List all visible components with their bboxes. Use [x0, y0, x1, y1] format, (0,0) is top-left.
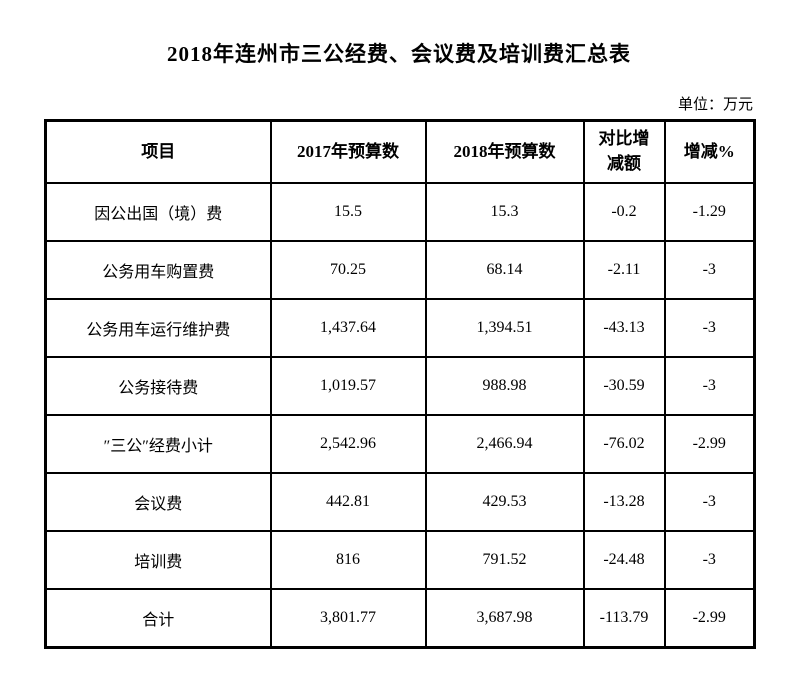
diff-pct-cell: -3	[663, 240, 756, 300]
item-cell: 培训费	[44, 530, 272, 590]
diff-amount-cell: -13.28	[582, 472, 666, 532]
table-row: 合计 3,801.77 3,687.98 -113.79 -2.99	[44, 588, 756, 649]
item-cell: 公务接待费	[44, 356, 272, 416]
diff-amount-cell: -0.2	[582, 182, 666, 242]
column-header-diff-pct: 增减%	[663, 119, 756, 184]
diff-pct-cell: -3	[663, 530, 756, 590]
diff-pct-cell: -2.99	[663, 414, 756, 474]
budget-2017-cell: 15.5	[269, 182, 427, 242]
budget-2017-cell: 442.81	[269, 472, 427, 532]
column-header-diff-amount: 对比增减额	[582, 119, 666, 184]
column-header-budget-2018: 2018年预算数	[424, 119, 585, 184]
budget-2018-cell: 988.98	[424, 356, 585, 416]
diff-amount-cell: -113.79	[582, 588, 666, 649]
table-row: ″三公″经费小计 2,542.96 2,466.94 -76.02 -2.99	[44, 414, 756, 474]
budget-2018-cell: 791.52	[424, 530, 585, 590]
table-header: 项目 2017年预算数 2018年预算数 对比增减额 增减%	[44, 119, 756, 184]
page-title: 2018年连州市三公经费、会议费及培训费汇总表	[167, 42, 631, 66]
item-cell: 合计	[44, 588, 272, 649]
table-body: 因公出国（境）费 15.5 15.3 -0.2 -1.29 公务用车购置费 70.25 68.…	[44, 182, 756, 649]
budget-2018-cell: 68.14	[424, 240, 585, 300]
table-row: 因公出国（境）费 15.5 15.3 -0.2 -1.29	[44, 182, 756, 242]
table-row: 会议费 442.81 429.53 -13.28 -3	[44, 472, 756, 532]
diff-pct-cell: -3	[663, 356, 756, 416]
budget-2017-cell: 70.25	[269, 240, 427, 300]
diff-amount-cell: -43.13	[582, 298, 666, 358]
table-row: 培训费 816 791.52 -24.48 -3	[44, 530, 756, 590]
budget-2017-cell: 816	[269, 530, 427, 590]
diff-pct-cell: -3	[663, 472, 756, 532]
table-row: 公务接待费 1,019.57 988.98 -30.59 -3	[44, 356, 756, 416]
item-cell: 因公出国（境）费	[44, 182, 272, 242]
table-row: 公务用车购置费 70.25 68.14 -2.11 -3	[44, 240, 756, 300]
item-cell: 公务用车购置费	[44, 240, 272, 300]
column-header-item: 项目	[44, 119, 272, 184]
diff-pct-cell: -3	[663, 298, 756, 358]
diff-pct-cell: -2.99	[663, 588, 756, 649]
item-cell: 会议费	[44, 472, 272, 532]
header-row: 项目 2017年预算数 2018年预算数 对比增减额 增减%	[44, 119, 756, 184]
budget-2017-cell: 1,437.64	[269, 298, 427, 358]
column-header-budget-2017: 2017年预算数	[269, 119, 427, 184]
unit-note: 单位：万元	[677, 97, 753, 113]
budget-2018-cell: 429.53	[424, 472, 585, 532]
budget-2018-cell: 2,466.94	[424, 414, 585, 474]
diff-amount-cell: -2.11	[582, 240, 666, 300]
budget-2017-cell: 1,019.57	[269, 356, 427, 416]
diff-amount-cell: -30.59	[582, 356, 666, 416]
budget-2018-cell: 1,394.51	[424, 298, 585, 358]
budget-2017-cell: 2,542.96	[269, 414, 427, 474]
diff-pct-cell: -1.29	[663, 182, 756, 242]
item-cell: 公务用车运行维护费	[44, 298, 272, 358]
diff-amount-cell: -76.02	[582, 414, 666, 474]
budget-2018-cell: 3,687.98	[424, 588, 585, 649]
diff-amount-cell: -24.48	[582, 530, 666, 590]
budget-2017-cell: 3,801.77	[269, 588, 427, 649]
budget-2018-cell: 15.3	[424, 182, 585, 242]
budget-summary-table: 项目 2017年预算数 2018年预算数 对比增减额 增减% 因公出国（境）费 1…	[44, 119, 756, 649]
item-cell: ″三公″经费小计	[44, 414, 272, 474]
table-row: 公务用车运行维护费 1,437.64 1,394.51 -43.13 -3	[44, 298, 756, 358]
